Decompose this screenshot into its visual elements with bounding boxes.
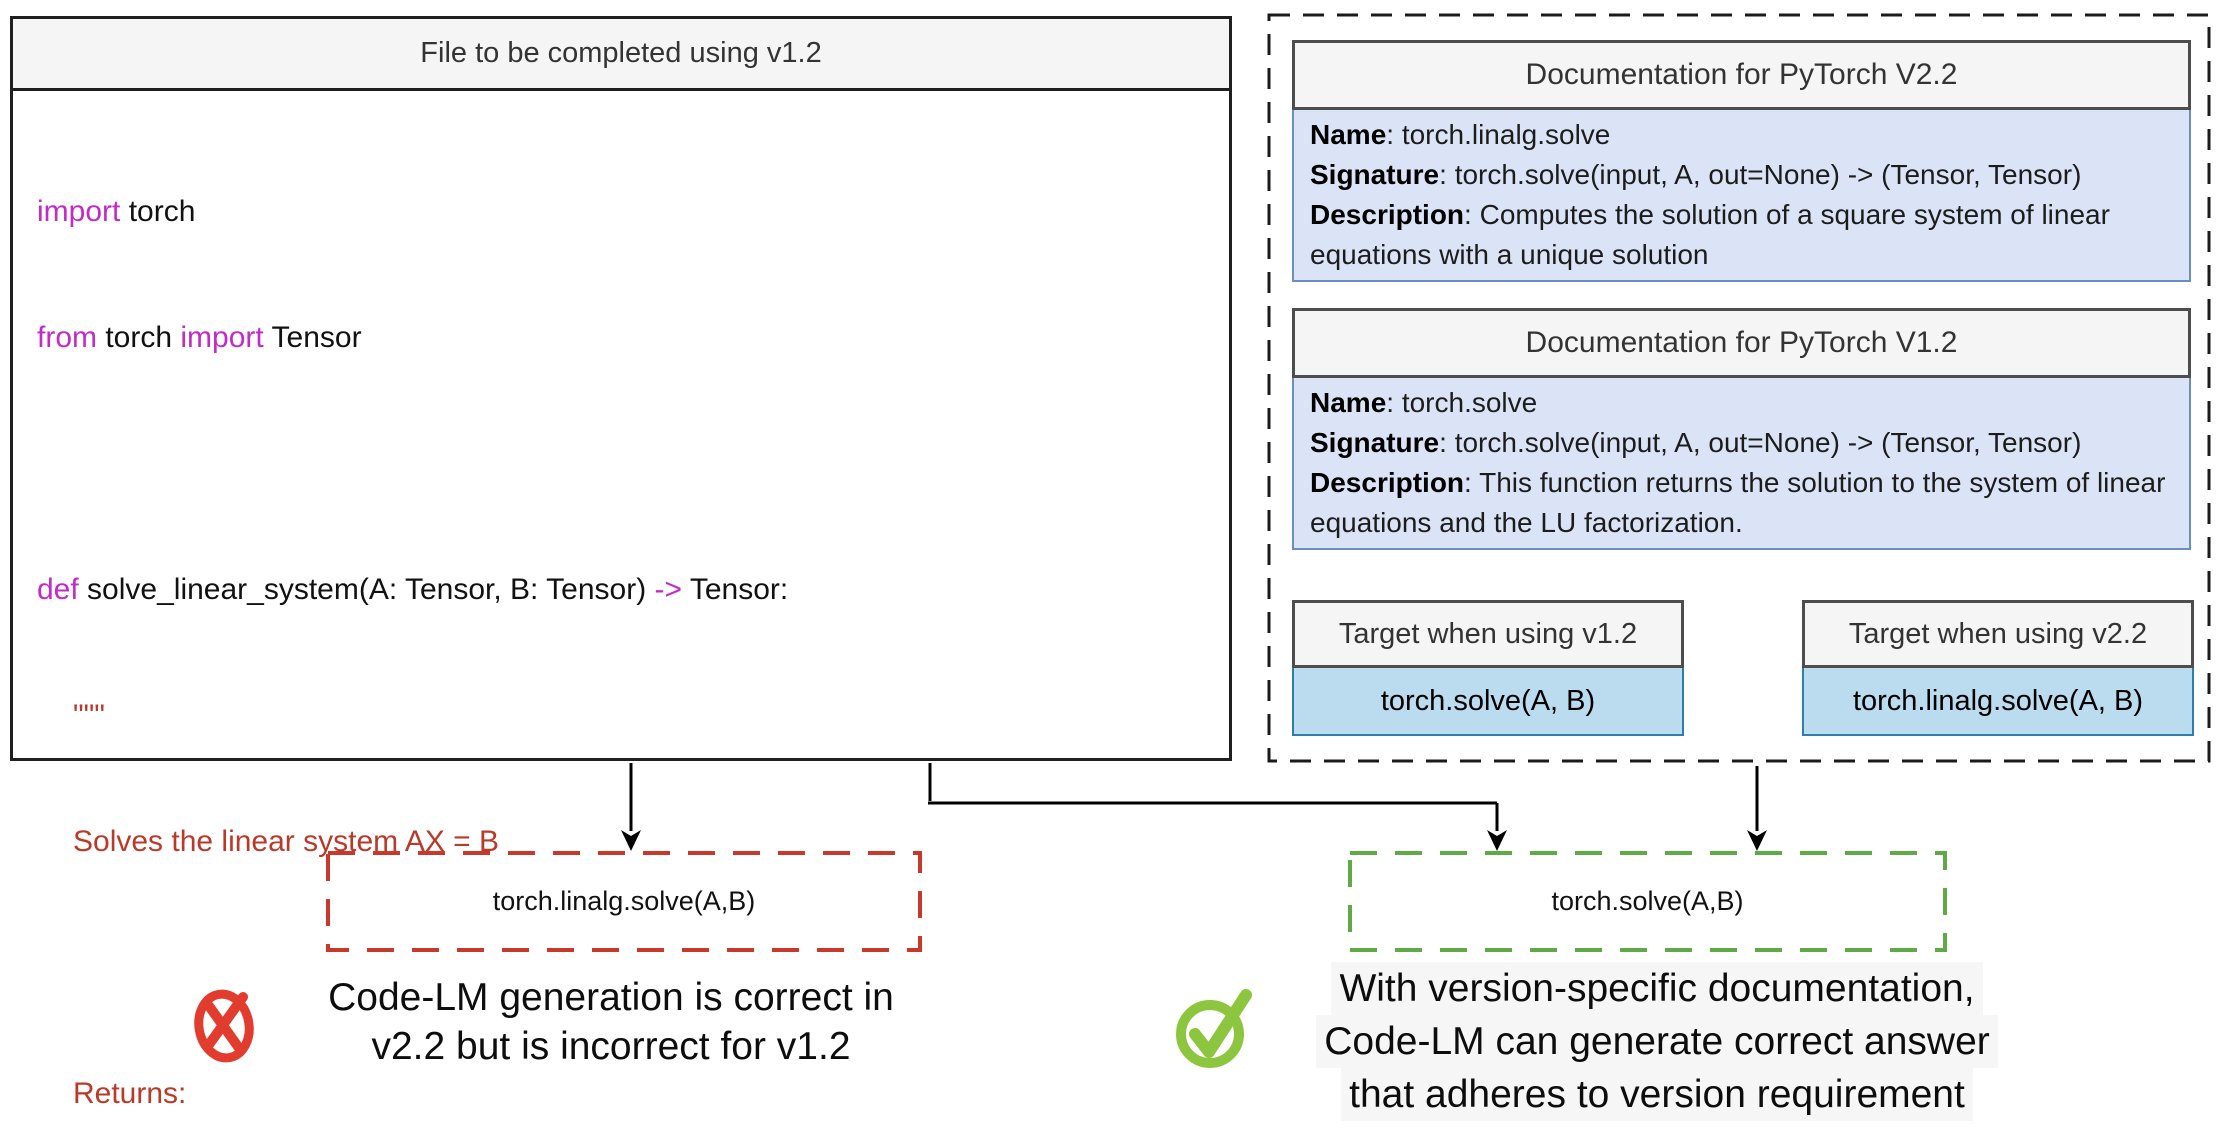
doc-field-label: Signature — [1310, 159, 1440, 190]
docs-dashed-container — [1267, 13, 2211, 763]
doc-field-value: torch.solve — [1401, 387, 1538, 418]
doc-field-value: torch.solve(input, A, out=None) -> (Tens… — [1454, 427, 2082, 458]
generation-with-doc-dashed-border — [1348, 851, 1947, 952]
generation-with-doc-code: torch.solve(A,B) — [1551, 886, 1744, 916]
caption-highlight: With version-specific documentation, — [1331, 962, 1983, 1015]
doc-field-description: Description: This function returns the s… — [1310, 463, 2173, 543]
doc-field-name: Name: torch.solve — [1310, 383, 2173, 423]
code-text: solve_linear_system(A: Tensor, B: Tensor… — [78, 573, 655, 606]
arrow-code-to-red-head — [621, 830, 641, 851]
doc-box-v22: Documentation for PyTorch V2.2 Name: tor… — [1292, 40, 2191, 282]
arrow-code-to-green — [928, 763, 1499, 831]
field-separator: : — [1386, 387, 1402, 418]
docstring-line: Returns: — [73, 1077, 187, 1110]
doc-field-description: Description: Computes the solution of a … — [1310, 195, 2173, 275]
generation-without-doc-code: torch.linalg.solve(A,B) — [492, 886, 756, 916]
caption-line: Code-LM generation is correct in — [328, 976, 894, 1019]
code-text: Tensor — [263, 321, 362, 354]
doc-field-signature: Signature: torch.solve(input, A, out=Non… — [1310, 423, 2173, 463]
caption-line: v2.2 but is incorrect for v1.2 — [371, 1025, 851, 1068]
check-circle-icon — [1176, 989, 1252, 1068]
field-separator: : — [1386, 119, 1402, 150]
docstring-line: """ — [73, 699, 105, 732]
target-v22-title: Target when using v2.2 — [1802, 600, 2194, 668]
field-separator: : — [1439, 427, 1455, 458]
field-separator: : — [1439, 159, 1455, 190]
code-line: def solve_linear_system(A: Tensor, B: Te… — [37, 569, 1219, 611]
code-text: torch — [120, 195, 196, 228]
doc-field-value: torch.solve(input, A, out=None) -> (Tens… — [1454, 159, 2082, 190]
caption-without-doc: Code-LM generation is correct in v2.2 bu… — [266, 973, 956, 1071]
doc-field-label: Signature — [1310, 427, 1440, 458]
caption-with-doc: With version-specific documentation, Cod… — [1262, 962, 2052, 1121]
doc-field-label: Description — [1310, 199, 1465, 230]
keyword: import — [37, 195, 121, 228]
target-v12-title: Target when using v1.2 — [1292, 600, 1684, 668]
generation-without-doc-dashed-border — [326, 851, 922, 952]
doc-field-label: Name — [1310, 387, 1387, 418]
arrow-code-to-green-head — [1487, 830, 1507, 851]
keyword: import — [180, 321, 264, 354]
keyword: def — [37, 573, 79, 606]
doc-field-value: Computes the solution of a square system… — [1310, 199, 2110, 270]
arrow-docs-to-green-head — [1747, 830, 1767, 851]
caption-line: With version-specific documentation, — [1262, 962, 2052, 1015]
code-text: Tensor: — [682, 573, 789, 606]
doc-field-value: This function returns the solution to th… — [1310, 467, 2166, 538]
caption-highlight: Code-LM can generate correct answer — [1316, 1015, 1998, 1068]
caption-highlight: that adheres to version requirement — [1341, 1068, 1973, 1121]
docstring-line: Solves the linear system AX = B — [73, 825, 500, 858]
code-editor: import torch from torch import Tensor de… — [13, 91, 1229, 1134]
code-file-title: File to be completed using v1.2 — [13, 19, 1229, 91]
code-text: torch — [97, 321, 181, 354]
field-separator: : — [1464, 199, 1480, 230]
doc-field-name: Name: torch.linalg.solve — [1310, 115, 2173, 155]
target-box-v12: Target when using v1.2 torch.solve(A, B) — [1292, 600, 1684, 736]
doc-box-v12: Documentation for PyTorch V1.2 Name: tor… — [1292, 308, 2191, 550]
doc-v12-body: Name: torch.solve Signature: torch.solve… — [1292, 378, 2191, 550]
code-file-panel: File to be completed using v1.2 import t… — [10, 16, 1232, 1110]
code-line: from torch import Tensor — [37, 317, 1219, 359]
code-line-blank — [37, 443, 1219, 485]
doc-field-label: Description — [1310, 467, 1465, 498]
field-separator: : — [1464, 467, 1480, 498]
doc-field-label: Name — [1310, 119, 1387, 150]
caption-line: Code-LM can generate correct answer — [1262, 1015, 2052, 1068]
keyword: -> — [654, 573, 683, 606]
target-box-v22: Target when using v2.2 torch.linalg.solv… — [1802, 600, 2194, 736]
doc-field-value: torch.linalg.solve — [1401, 119, 1611, 150]
caption-line: that adheres to version requirement — [1262, 1068, 2052, 1121]
cross-circle-icon — [194, 989, 254, 1063]
target-v22-code: torch.linalg.solve(A, B) — [1802, 668, 2194, 736]
doc-v22-body: Name: torch.linalg.solve Signature: torc… — [1292, 110, 2191, 282]
target-v12-code: torch.solve(A, B) — [1292, 668, 1684, 736]
code-line: import torch — [37, 191, 1219, 233]
doc-v22-title: Documentation for PyTorch V2.2 — [1292, 40, 2191, 110]
keyword: from — [37, 321, 97, 354]
doc-v12-title: Documentation for PyTorch V1.2 — [1292, 308, 2191, 378]
doc-field-signature: Signature: torch.solve(input, A, out=Non… — [1310, 155, 2173, 195]
